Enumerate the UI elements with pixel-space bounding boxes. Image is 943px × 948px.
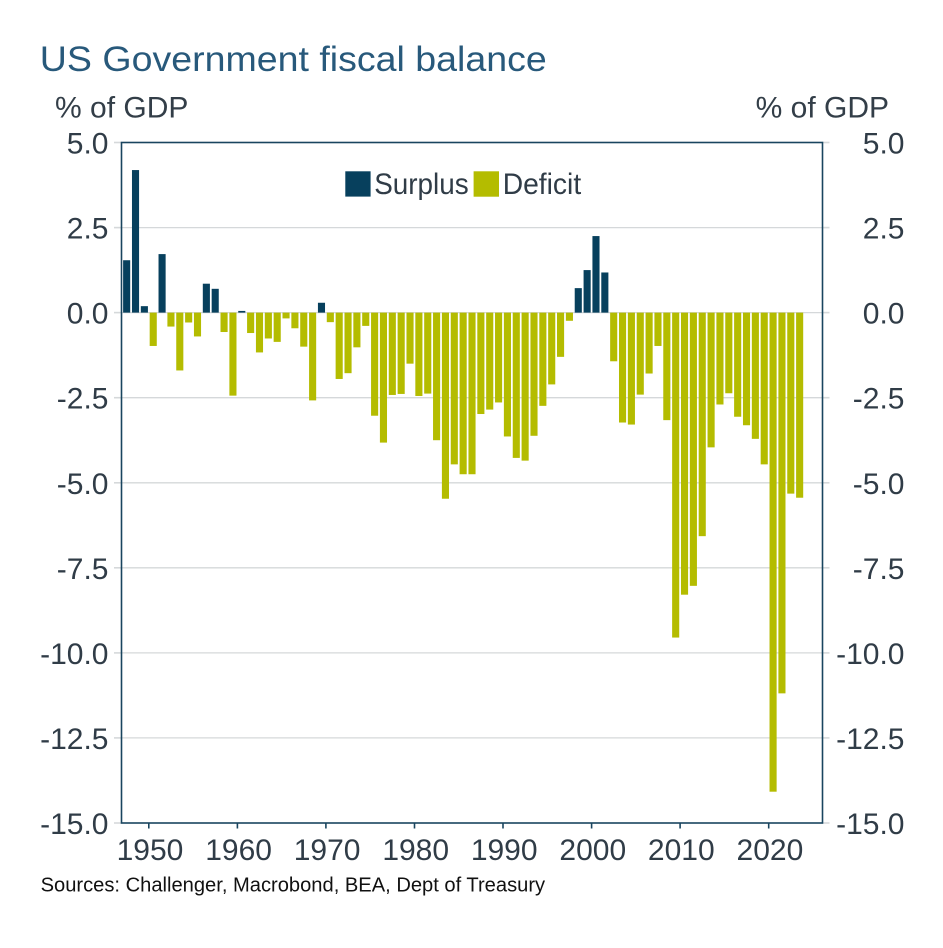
svg-text:-7.5: -7.5 xyxy=(57,553,109,586)
svg-text:% of GDP: % of GDP xyxy=(756,92,889,125)
svg-text:-10.0: -10.0 xyxy=(836,638,904,671)
svg-text:1970: 1970 xyxy=(294,834,361,867)
svg-text:-15.0: -15.0 xyxy=(836,808,904,841)
svg-text:2020: 2020 xyxy=(737,834,804,867)
svg-text:5.0: 5.0 xyxy=(67,128,109,161)
svg-text:2.5: 2.5 xyxy=(67,213,109,246)
svg-text:-5.0: -5.0 xyxy=(57,468,109,501)
svg-text:2.5: 2.5 xyxy=(863,213,905,246)
svg-text:-12.5: -12.5 xyxy=(836,723,904,756)
svg-text:1960: 1960 xyxy=(205,834,272,867)
svg-text:-2.5: -2.5 xyxy=(853,383,905,416)
svg-text:-15.0: -15.0 xyxy=(40,808,108,841)
svg-text:2000: 2000 xyxy=(559,834,626,867)
svg-text:-12.5: -12.5 xyxy=(40,723,108,756)
svg-text:-5.0: -5.0 xyxy=(853,468,905,501)
svg-text:5.0: 5.0 xyxy=(863,128,905,161)
svg-text:Surplus: Surplus xyxy=(374,168,469,201)
svg-text:0.0: 0.0 xyxy=(67,298,109,331)
svg-text:2010: 2010 xyxy=(648,834,715,867)
svg-text:1990: 1990 xyxy=(471,834,538,867)
svg-text:1950: 1950 xyxy=(117,834,184,867)
svg-text:Deficit: Deficit xyxy=(503,168,582,201)
svg-text:US Government fiscal balance: US Government fiscal balance xyxy=(40,40,547,79)
svg-text:0.0: 0.0 xyxy=(863,298,905,331)
svg-text:% of GDP: % of GDP xyxy=(55,92,188,125)
svg-text:1980: 1980 xyxy=(382,834,449,867)
svg-text:Sources: Challenger, Macrobond: Sources: Challenger, Macrobond, BEA, Dep… xyxy=(41,875,545,897)
svg-text:-7.5: -7.5 xyxy=(853,553,905,586)
svg-text:-10.0: -10.0 xyxy=(40,638,108,671)
svg-text:-2.5: -2.5 xyxy=(57,383,109,416)
